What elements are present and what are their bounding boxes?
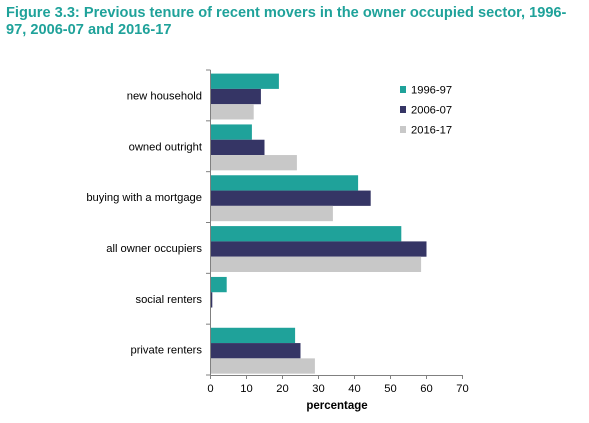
- bar-1996-97-private-renters: [210, 327, 296, 344]
- legend-label: 2006-07: [411, 105, 452, 117]
- bar-1996-97-buying-with-a-mortgage: [210, 175, 359, 191]
- x-tick-label: 50: [384, 383, 396, 395]
- x-tick-label: 40: [348, 383, 360, 395]
- x-axis-label: percentage: [306, 400, 367, 412]
- x-tick-label: 70: [456, 383, 468, 395]
- category-label: private renters: [130, 345, 202, 357]
- bar-1996-97-owned-outright: [210, 124, 252, 140]
- legend-swatch-2006-07: [400, 106, 406, 113]
- bar-1996-97-all-owner-occupiers: [210, 226, 402, 242]
- x-tick-label: 0: [207, 383, 213, 395]
- legend: 1996-97 2006-07 2016-17: [400, 85, 452, 137]
- bar-2016-17-private-renters: [210, 358, 315, 374]
- bar-2006-07-private-renters: [210, 343, 301, 359]
- labels-layer: new household owned outright buying with a…: [86, 90, 203, 356]
- bar-2016-17-owned-outright: [210, 155, 297, 171]
- x-tick-label: 60: [420, 383, 432, 395]
- category-label: social renters: [135, 294, 202, 306]
- bar-2006-07-buying-with-a-mortgage: [210, 190, 371, 206]
- category-label: owned outright: [129, 141, 203, 153]
- bar-1996-97-social-renters: [210, 276, 227, 293]
- bar-1996-97-new-household: [210, 73, 279, 89]
- bar-2006-07-social-renters: [210, 292, 213, 308]
- chart-title: Figure 3.3: Previous tenure of recent mo…: [6, 5, 567, 38]
- bar-2016-17-all-owner-occupiers: [210, 256, 422, 272]
- category-label: new household: [127, 90, 202, 102]
- x-tick-label: 10: [240, 383, 252, 395]
- category-label: all owner occupiers: [106, 243, 202, 255]
- bars-layer: [210, 73, 427, 374]
- bar-2006-07-owned-outright: [210, 139, 265, 156]
- x-tick-label: 20: [276, 383, 288, 395]
- legend-label: 2016-17: [411, 125, 452, 137]
- legend-swatch-1996-97: [400, 86, 406, 93]
- legend-swatch-2016-17: [400, 126, 406, 133]
- bar-2016-17-new-household: [210, 104, 254, 120]
- bar-2006-07-new-household: [210, 88, 261, 105]
- bar-2016-17-buying-with-a-mortgage: [210, 205, 333, 222]
- ticks-layer: 0 10 20 30 40 50 60 70: [206, 69, 469, 395]
- category-label: buying with a mortgage: [86, 192, 202, 204]
- legend-label: 1996-97: [411, 85, 452, 97]
- x-tick-label: 30: [312, 383, 324, 395]
- bar-2006-07-all-owner-occupiers: [210, 241, 427, 257]
